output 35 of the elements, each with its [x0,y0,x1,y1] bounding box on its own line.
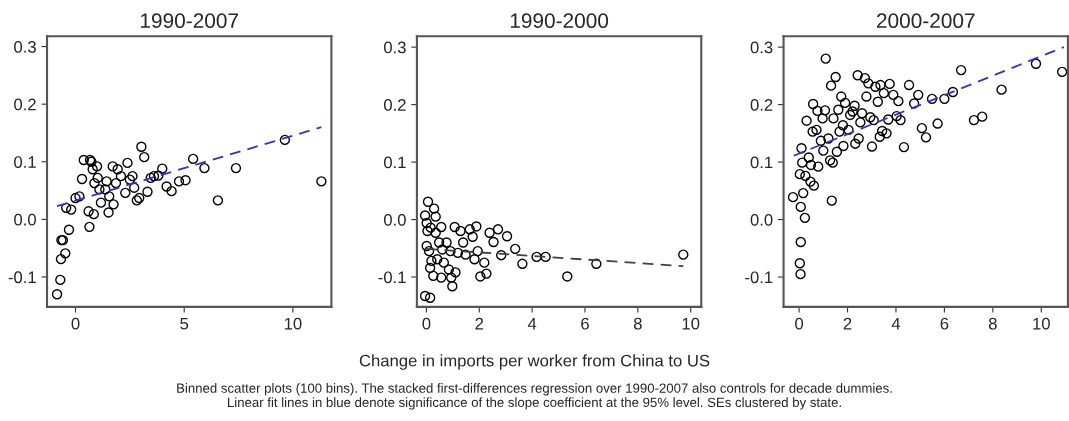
x-tick-label: 6 [581,317,589,330]
x-tick-label: 5 [180,317,189,330]
y-tick-label: 0.2 [14,98,36,111]
x-tick-label: 2 [475,317,484,330]
y-tick-label: 0.0 [14,213,36,226]
y-tick-label: -0.1 [8,271,36,284]
text: Binned scatter plots (100 bins). The stacked first-differences regression over 1990-2007 also controls for decade dummies. Linear fit lines in blue denote significance of the slope coefficient at the 95% level. SEs clustered by state. [177,383,892,410]
x-tick-label: 0 [71,317,80,330]
y-tick-label: 0.1 [383,156,406,169]
y-tick-label: 0.3 [750,41,773,54]
y-tick-label: 0.3 [383,41,406,54]
y-tick-label: -0.1 [745,271,773,284]
x-tick-label: 4 [527,317,537,330]
x-tick-label: 0 [422,317,431,330]
x-tick-label: 10 [284,317,302,330]
x-tick-label: 8 [633,317,642,330]
chart-title: 2000-2007 [876,13,975,29]
y-tick-label: 0.3 [14,40,36,53]
x-tick-label: 10 [1033,317,1050,330]
x-tick-label: 4 [891,317,901,330]
y-tick-label: 0.0 [383,213,406,226]
x-tick-label: 0 [795,317,804,330]
y-tick-label: 0.2 [750,99,773,111]
y-tick-label: -0.1 [378,271,406,284]
y-tick-label: 0.1 [14,156,36,168]
y-tick-label: 0.1 [750,156,773,169]
x-tick-label: 2 [843,317,852,330]
x-tick-label: 6 [940,317,949,330]
y-tick-label: 0.2 [383,99,406,111]
x-tick-label: 8 [988,317,997,330]
y-tick-label: 0.0 [750,213,773,226]
chart-title: 1990-2007 [140,13,238,29]
x-axis-title: Change in imports per worker from China to US [359,354,710,370]
chart-title: 1990-2000 [510,13,609,29]
x-tick-label: 10 [682,317,700,330]
